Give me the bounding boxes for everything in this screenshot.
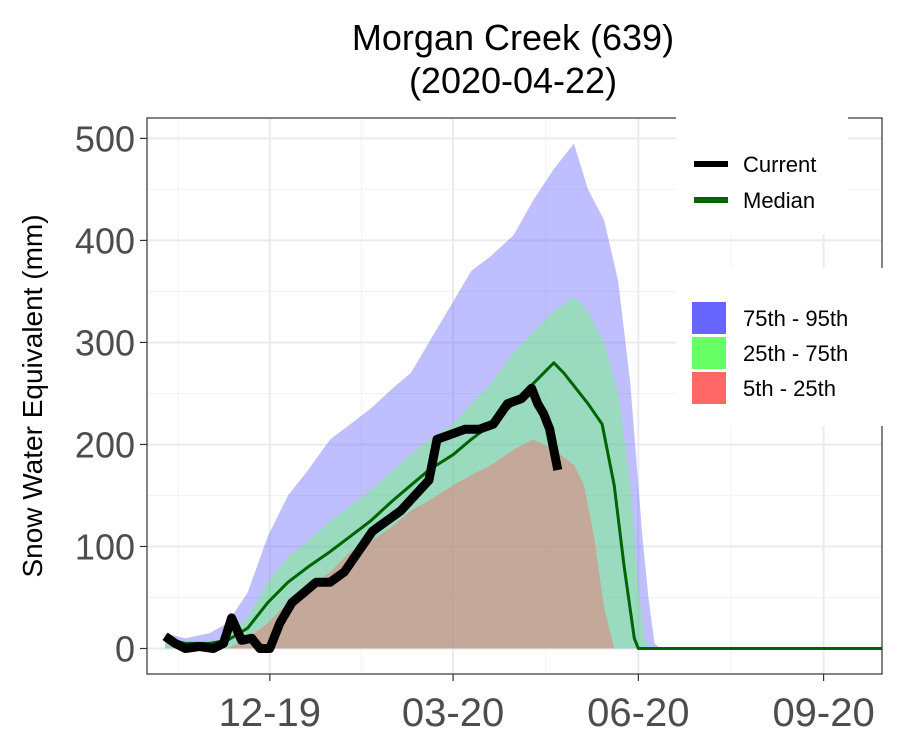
series-lines [162, 361, 882, 653]
legend-label: 75th - 95th [743, 306, 848, 331]
y-axis: 0 100 200 300 400 500 [75, 118, 147, 669]
legend-lines: Current Median [676, 108, 848, 234]
x-tick-label: 06-20 [587, 691, 689, 735]
legend-label: 5th - 25th [743, 376, 836, 401]
legend-fills: 75th - 95th 25th - 75th 5th - 25th [676, 268, 890, 426]
y-tick-label: 400 [75, 220, 135, 261]
y-tick-label: 100 [75, 526, 135, 567]
y-tick-label: 200 [75, 424, 135, 465]
legend-swatch [692, 302, 726, 334]
legend-swatch [692, 337, 726, 369]
y-tick-label: 500 [75, 118, 135, 159]
legend-lines-background [676, 108, 848, 234]
legend-label: Current [743, 152, 816, 177]
y-tick-label: 0 [115, 628, 135, 669]
legend-label: Median [743, 188, 815, 213]
series-line-current [162, 383, 563, 653]
series-line-median [164, 361, 882, 650]
y-axis-label: Snow Water Equivalent (mm) [17, 214, 48, 577]
chart-title: Morgan Creek (639) [352, 17, 674, 58]
x-tick-label: 09-20 [772, 691, 874, 735]
x-tick-label: 12-19 [219, 691, 321, 735]
x-axis: 12-19 03-20 06-20 09-20 [219, 674, 875, 735]
x-tick-label: 03-20 [402, 691, 504, 735]
y-tick-label: 300 [75, 322, 135, 363]
legend-label: 25th - 75th [743, 341, 848, 366]
percentile-bands [165, 143, 661, 649]
band-5th-25th [227, 439, 615, 649]
chart-subtitle: (2020-04-22) [409, 60, 617, 101]
band-25th-75th [165, 296, 649, 649]
band-75th-95th [165, 143, 661, 649]
legend-swatch [692, 372, 726, 404]
